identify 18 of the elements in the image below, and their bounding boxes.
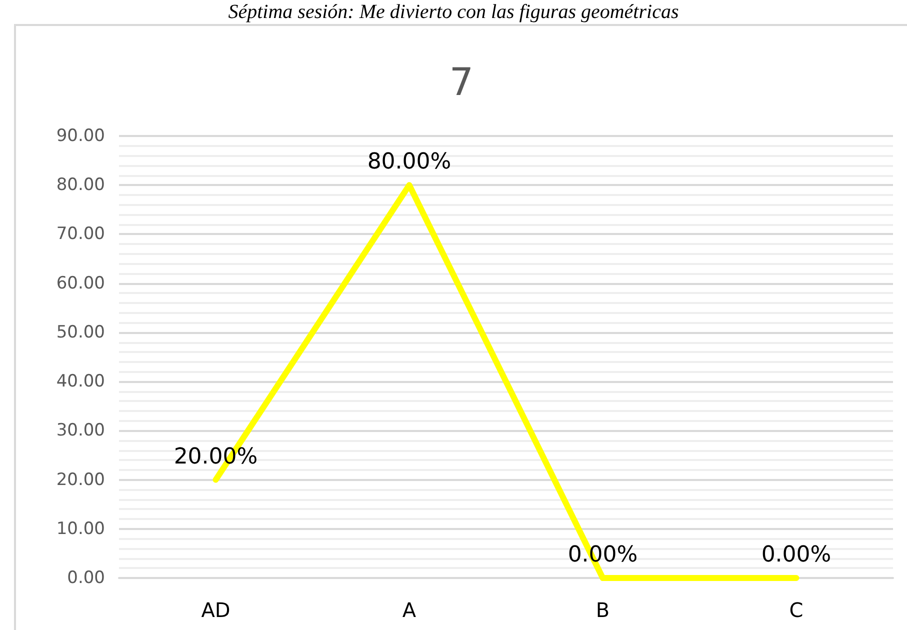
chart-title: 7 [449,60,474,104]
text: Séptima sesión: Me divierto con las figuras geométricas [227,0,680,24]
data-label: 80.00% [367,150,452,175]
x-tick-label: C [789,598,804,622]
y-tick-label: 10.00 [56,518,105,539]
y-tick-label: 60.00 [56,273,105,294]
data-label: 0.00% [761,542,832,568]
x-tick-label: B [596,598,610,622]
x-tick-label: A [402,598,416,622]
y-tick-label: 0.00 [67,568,105,588]
y-tick-label: 30.00 [56,420,105,441]
x-tick-label: AD [201,598,230,622]
y-tick-label: 50.00 [56,322,105,342]
y-tick-label: 40.00 [56,372,105,392]
y-tick-label: 90.00 [56,126,105,146]
y-tick-label: 80.00 [56,175,105,196]
y-tick-label: 70.00 [56,224,105,244]
y-tick-label: 20.00 [56,470,105,490]
